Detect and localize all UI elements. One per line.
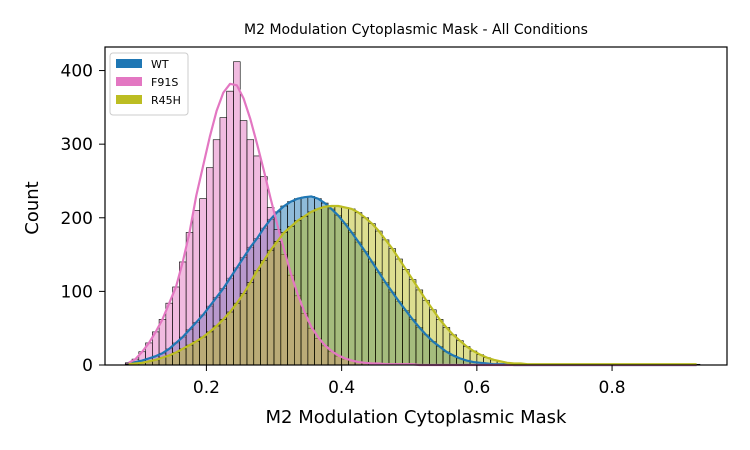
- legend-label-r45h: R45H: [151, 94, 181, 107]
- bar: [341, 207, 349, 366]
- bar: [287, 226, 295, 366]
- y-tick-label: 100: [61, 282, 93, 302]
- bar: [226, 311, 234, 366]
- bar: [388, 248, 397, 366]
- bar: [273, 241, 282, 366]
- bar: [206, 331, 214, 366]
- bar: [185, 344, 194, 366]
- x-axis-label: M2 Modulation Cytoplasmic Mask: [266, 407, 568, 428]
- x-tick-label: 0.8: [599, 378, 626, 398]
- bar: [442, 327, 451, 366]
- bar: [314, 208, 322, 366]
- y-tick-label: 400: [61, 62, 93, 82]
- y-tick-label: 300: [61, 135, 93, 155]
- bar: [219, 319, 227, 366]
- bar: [381, 239, 390, 366]
- bar: [266, 249, 275, 366]
- bar: [300, 216, 309, 366]
- bar: [361, 217, 369, 366]
- x-tick-label: 0.2: [193, 378, 220, 398]
- bar: [212, 325, 221, 366]
- y-axis: 0 100 200 300 400: [61, 62, 105, 376]
- legend-label-wt: WT: [151, 58, 169, 71]
- y-tick-label: 200: [61, 209, 93, 229]
- legend-swatch-r45h: [116, 95, 142, 104]
- x-axis: 0.2 0.4 0.6 0.8: [193, 365, 626, 398]
- bar: [402, 269, 410, 366]
- legend: WT F91S R45H: [109, 52, 189, 116]
- bar: [334, 205, 342, 366]
- bar: [233, 302, 241, 366]
- legend-swatch-f91s: [116, 77, 142, 86]
- legend-swatch-wt: [116, 59, 142, 68]
- bar: [239, 293, 248, 366]
- bar: [456, 340, 464, 366]
- bar: [354, 212, 363, 366]
- x-tick-label: 0.6: [463, 378, 490, 398]
- y-axis-label: Count: [22, 181, 43, 234]
- bar: [327, 205, 336, 366]
- bar: [429, 309, 437, 366]
- chart-title: M2 Modulation Cytoplasmic Mask - All Con…: [244, 22, 588, 38]
- bar: [449, 334, 457, 366]
- legend-label-f91s: F91S: [151, 76, 178, 89]
- y-tick-label: 0: [82, 356, 93, 376]
- bar: [368, 223, 376, 366]
- series-r45h-kde-line: [128, 204, 697, 366]
- bar: [435, 319, 444, 366]
- bar: [246, 282, 255, 366]
- bar: [199, 336, 207, 366]
- bar: [375, 230, 383, 366]
- bar: [260, 260, 268, 366]
- bar: [192, 341, 200, 366]
- axes-frame: [104, 46, 728, 366]
- bar: [253, 270, 261, 366]
- bar: [395, 258, 403, 366]
- bar: [307, 211, 315, 366]
- x-tick-label: 0.4: [328, 378, 355, 398]
